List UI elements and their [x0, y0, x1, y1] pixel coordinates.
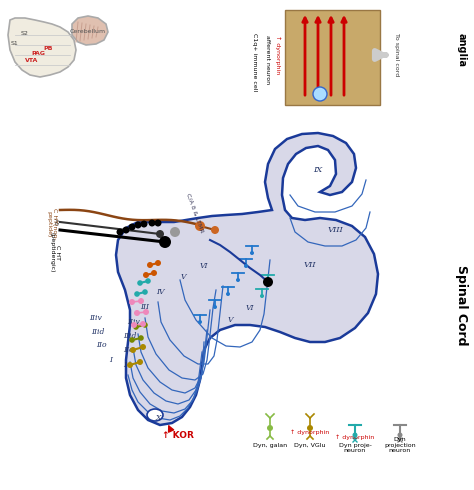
Circle shape — [313, 87, 327, 101]
Circle shape — [398, 433, 402, 438]
Circle shape — [244, 264, 248, 268]
Circle shape — [142, 322, 148, 328]
Text: ↑ dynorphin: ↑ dynorphin — [275, 35, 281, 74]
Text: VI: VI — [246, 304, 254, 312]
Circle shape — [128, 223, 136, 230]
Circle shape — [307, 425, 313, 431]
Circle shape — [226, 292, 230, 296]
Circle shape — [145, 278, 151, 284]
Text: Dyn, galan: Dyn, galan — [253, 443, 287, 448]
Ellipse shape — [147, 409, 163, 421]
Text: afferent neuron: afferent neuron — [265, 35, 271, 85]
Text: PB: PB — [43, 46, 53, 51]
Circle shape — [131, 322, 137, 328]
Circle shape — [129, 337, 135, 343]
Circle shape — [159, 236, 171, 248]
Text: IIiv: IIiv — [127, 318, 139, 326]
Circle shape — [267, 425, 273, 431]
Text: VTA: VTA — [25, 58, 39, 63]
Circle shape — [135, 221, 142, 228]
Circle shape — [353, 433, 357, 438]
Circle shape — [155, 260, 161, 266]
Circle shape — [211, 226, 219, 234]
Polygon shape — [8, 18, 76, 77]
Text: C1q+ immune cell: C1q+ immune cell — [253, 33, 257, 91]
Circle shape — [133, 324, 139, 330]
Text: VI: VI — [200, 262, 208, 270]
Circle shape — [138, 298, 144, 304]
Text: anglia: anglia — [457, 33, 467, 67]
Circle shape — [148, 220, 155, 226]
Circle shape — [147, 262, 153, 268]
Text: Dyn, VGlu: Dyn, VGlu — [294, 443, 326, 448]
Text: IV: IV — [156, 288, 164, 296]
Circle shape — [142, 289, 148, 295]
Circle shape — [156, 230, 164, 238]
Polygon shape — [116, 133, 378, 425]
Circle shape — [140, 220, 147, 227]
Text: ↑ dynorphin: ↑ dynorphin — [336, 435, 374, 440]
Text: Dyn proje-
neuron: Dyn proje- neuron — [338, 442, 372, 453]
Circle shape — [137, 280, 143, 286]
Circle shape — [130, 347, 136, 353]
Text: Spinal Cord: Spinal Cord — [456, 265, 468, 345]
Circle shape — [170, 227, 180, 237]
Circle shape — [143, 272, 149, 278]
Text: IIiv: IIiv — [89, 314, 102, 322]
Text: IIid: IIid — [91, 328, 104, 336]
Circle shape — [117, 228, 124, 236]
Circle shape — [122, 226, 129, 234]
Text: IIo: IIo — [123, 346, 133, 354]
Circle shape — [260, 294, 264, 298]
Text: VII: VII — [304, 261, 316, 269]
Circle shape — [137, 359, 143, 365]
Circle shape — [127, 362, 133, 368]
Text: V: V — [180, 273, 186, 281]
Text: S2: S2 — [21, 31, 29, 36]
Text: Cerebellum: Cerebellum — [70, 29, 106, 34]
Text: S1: S1 — [11, 41, 19, 46]
Text: PAG: PAG — [31, 51, 45, 56]
Text: C HT(non-
peptide): C HT(non- peptide) — [46, 208, 57, 240]
Circle shape — [140, 344, 146, 350]
Circle shape — [266, 280, 270, 284]
Circle shape — [134, 310, 140, 316]
Text: ↑ dynorphin: ↑ dynorphin — [291, 430, 329, 435]
Text: IX: IX — [313, 166, 323, 174]
Bar — [285, 10, 380, 105]
Circle shape — [138, 335, 144, 341]
Text: Aδ: Aδ — [53, 218, 57, 226]
Circle shape — [236, 278, 240, 282]
Circle shape — [213, 305, 217, 309]
Text: I: I — [124, 361, 127, 369]
Text: V: V — [227, 316, 233, 324]
Text: To spinal cord: To spinal cord — [394, 33, 399, 76]
Text: IIid: IIid — [123, 332, 137, 340]
Polygon shape — [72, 16, 108, 45]
Text: IIo: IIo — [96, 341, 107, 349]
Circle shape — [151, 270, 157, 276]
Circle shape — [155, 220, 162, 226]
Circle shape — [129, 299, 135, 305]
Text: Dyn
projection
neuron: Dyn projection neuron — [384, 437, 416, 453]
Circle shape — [250, 251, 254, 255]
Text: I: I — [109, 356, 112, 364]
Text: VIII: VIII — [327, 226, 343, 234]
Circle shape — [143, 309, 149, 315]
Text: III: III — [140, 303, 149, 311]
Circle shape — [140, 321, 146, 327]
Circle shape — [134, 291, 140, 297]
Text: C/A δ & LTMR: C/A δ & LTMR — [185, 192, 204, 233]
Circle shape — [195, 221, 205, 231]
Text: C HT
(peptidergic): C HT (peptidergic) — [50, 232, 60, 272]
Circle shape — [263, 277, 273, 287]
Circle shape — [198, 320, 202, 324]
Text: ↑ KOR: ↑ KOR — [162, 431, 194, 440]
Text: X: X — [155, 414, 161, 422]
